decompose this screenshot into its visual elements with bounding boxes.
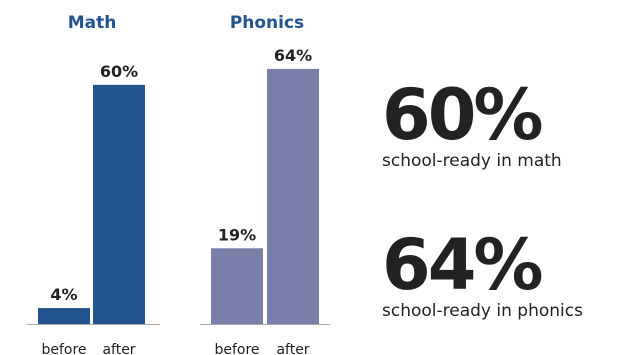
stat-math-value: 60% bbox=[382, 74, 544, 156]
stat-phonics-value: 64% bbox=[382, 224, 544, 306]
bar-phonics-after bbox=[267, 68, 319, 325]
tick-label-phonics-before: before bbox=[214, 342, 259, 355]
group-title-math: Math bbox=[68, 13, 117, 33]
bar-math-before bbox=[38, 308, 90, 324]
stat-math-caption: school-ready in math bbox=[382, 151, 562, 171]
stat-math: 60% school-ready in math bbox=[382, 80, 562, 171]
tick-label-math-after: after bbox=[102, 342, 135, 355]
stat-phonics-caption: school-ready in phonics bbox=[382, 301, 583, 321]
data-label-math-before: 4% bbox=[50, 285, 77, 304]
bar-math-after bbox=[93, 84, 145, 324]
data-label-phonics-before: 19% bbox=[218, 225, 256, 244]
data-label-math-after: 60% bbox=[100, 62, 138, 81]
group-title-phonics: Phonics bbox=[230, 13, 304, 33]
data-label-phonics-after: 64% bbox=[274, 46, 312, 65]
tick-label-phonics-after: after bbox=[276, 342, 309, 355]
bar-phonics-before bbox=[211, 248, 263, 324]
tick-label-math-before: before bbox=[41, 342, 86, 355]
stat-phonics: 64% school-ready in phonics bbox=[382, 230, 583, 321]
